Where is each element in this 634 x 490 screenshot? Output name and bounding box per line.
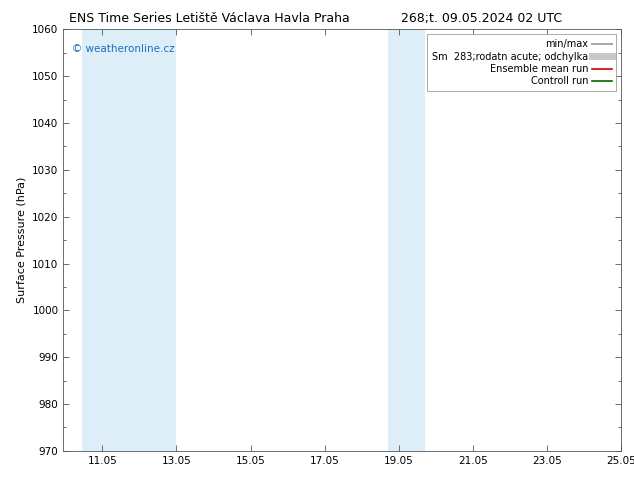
Text: ENS Time Series Letiště Václava Havla Praha: ENS Time Series Letiště Václava Havla Pr… bbox=[69, 12, 349, 25]
Text: 268;t. 09.05.2024 02 UTC: 268;t. 09.05.2024 02 UTC bbox=[401, 12, 562, 25]
Legend: min/max, Sm  283;rodatn acute; odchylka, Ensemble mean run, Controll run: min/max, Sm 283;rodatn acute; odchylka, … bbox=[427, 34, 616, 91]
Bar bbox=[82, 29, 176, 451]
Y-axis label: Surface Pressure (hPa): Surface Pressure (hPa) bbox=[16, 177, 27, 303]
Text: © weatheronline.cz: © weatheronline.cz bbox=[72, 44, 174, 54]
Bar bbox=[388, 29, 425, 451]
